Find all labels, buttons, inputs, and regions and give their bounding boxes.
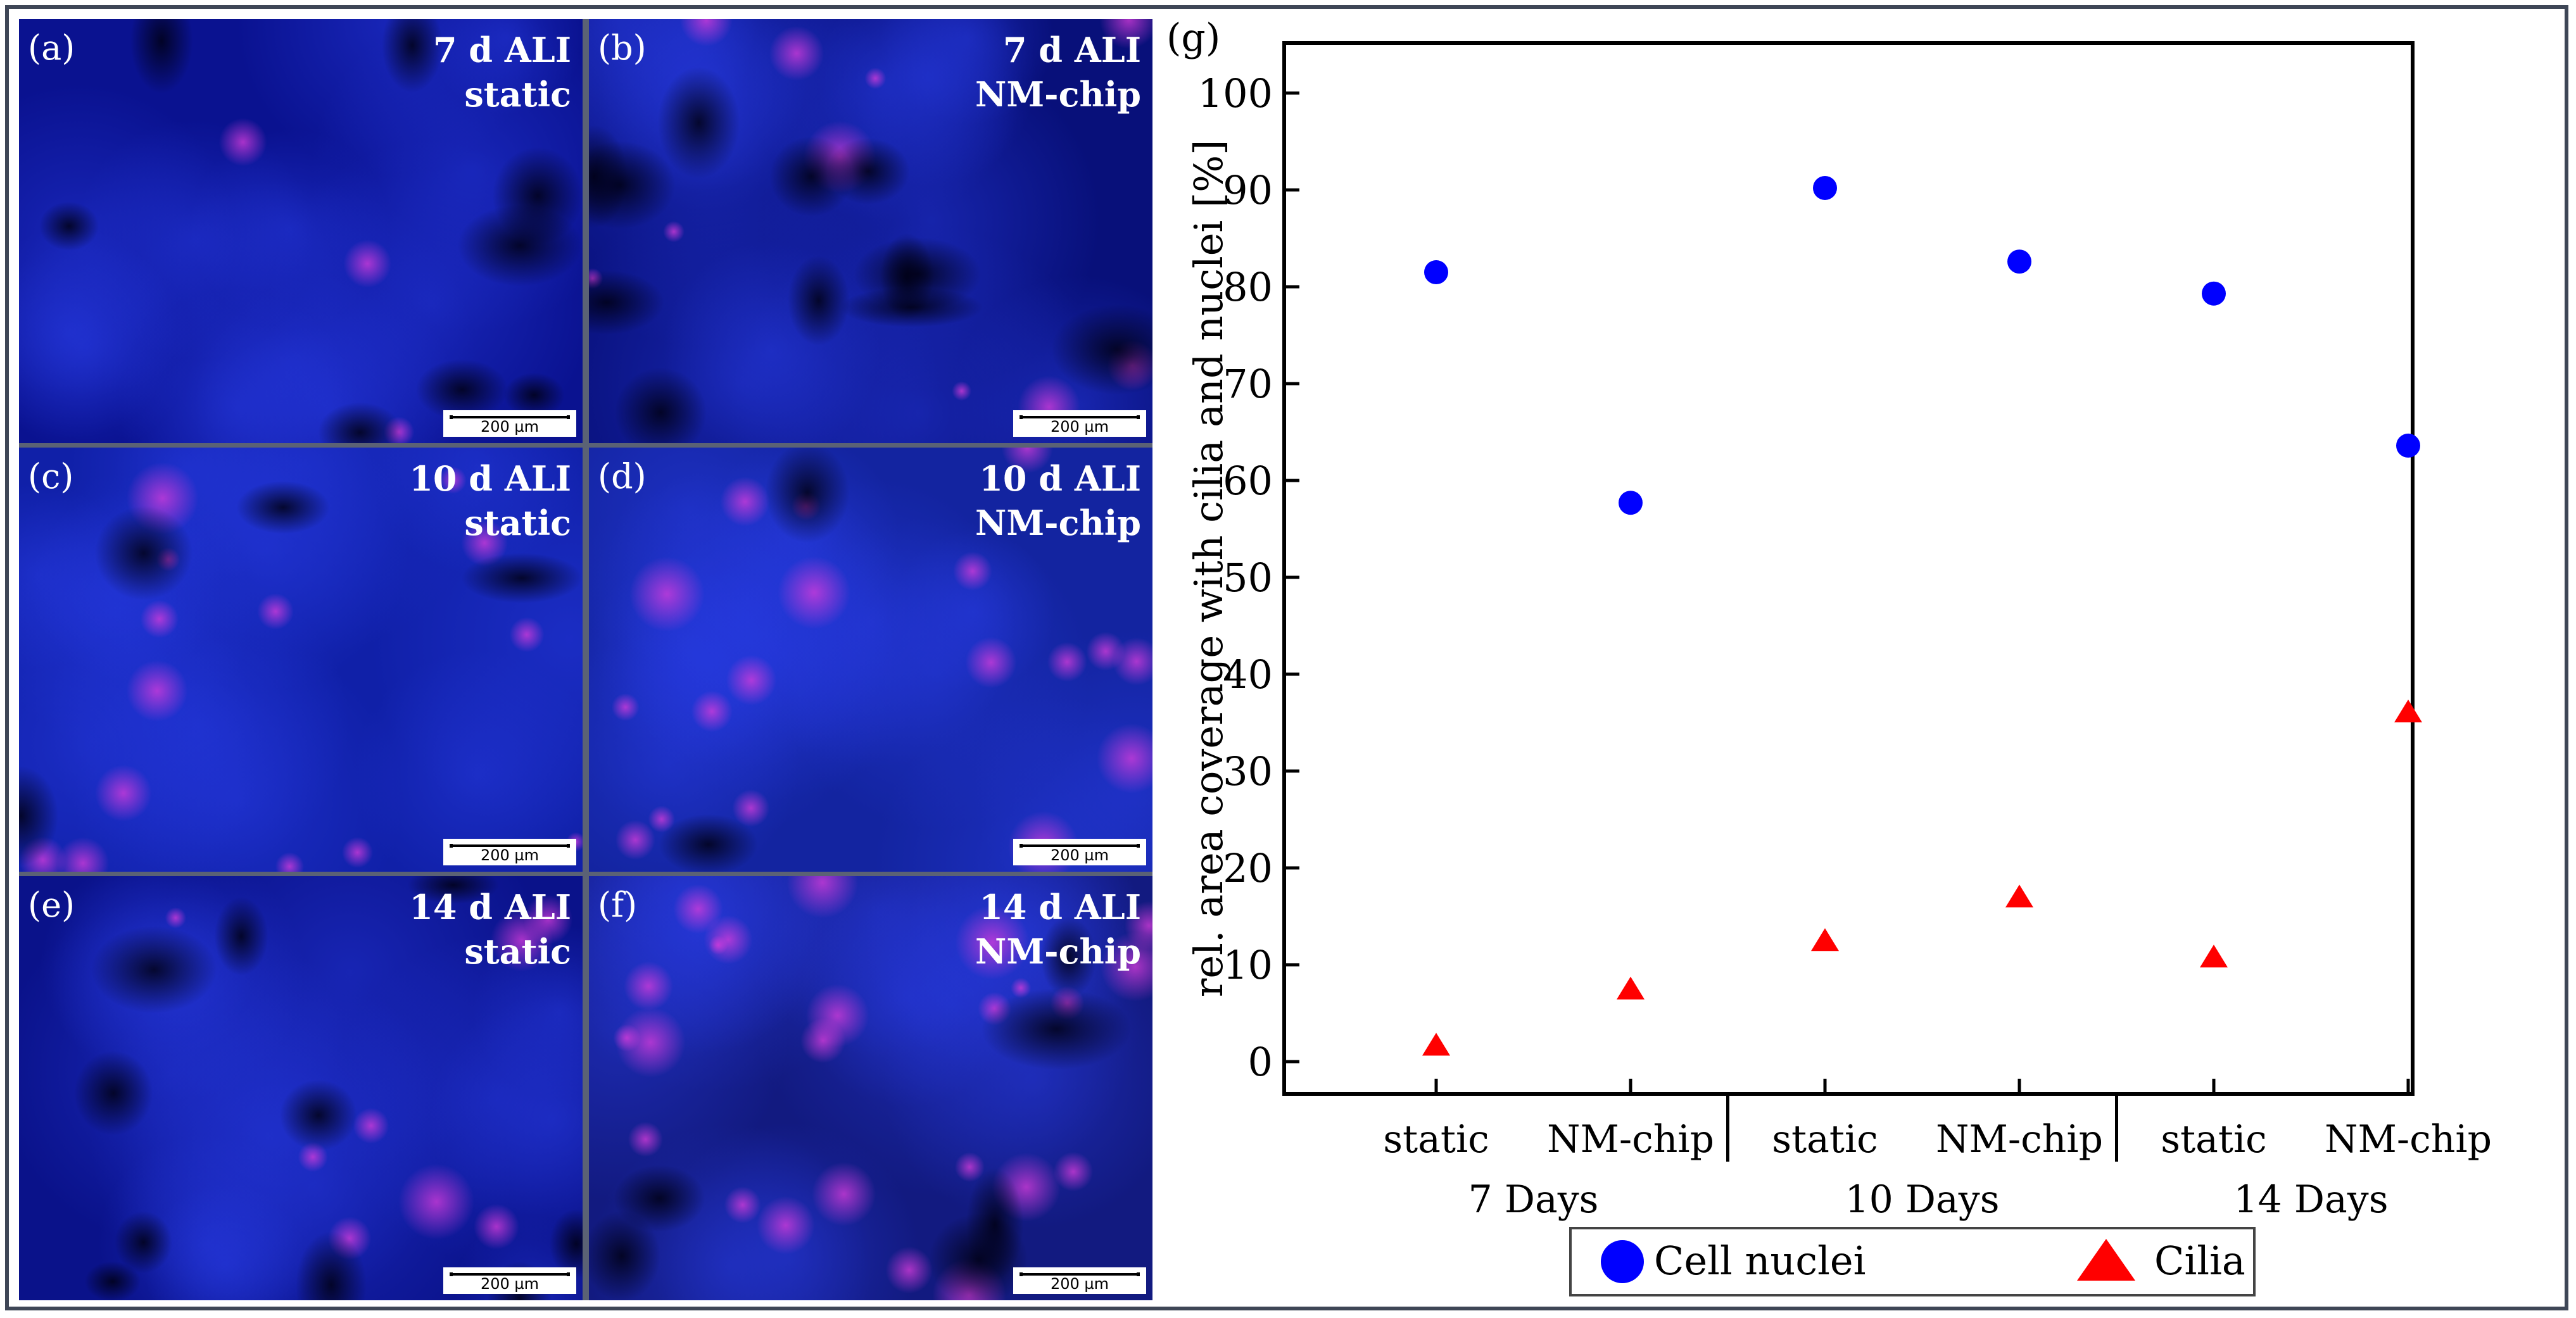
panel-condition: 14 d ALI NM-chip xyxy=(975,885,1141,974)
y-tick-label: 90 xyxy=(1223,167,1273,213)
panel-condition: 7 d ALI static xyxy=(433,28,571,116)
cilia-point xyxy=(1811,928,1839,951)
panel-letter: (f) xyxy=(598,885,638,925)
micrograph-d: (d) 10 d ALI NM-chip 200 µm xyxy=(589,448,1152,872)
panel-condition: 7 d ALI NM-chip xyxy=(975,28,1141,116)
y-tick-label: 80 xyxy=(1223,264,1273,310)
y-tick-label: 50 xyxy=(1223,555,1273,601)
y-tick-label: 30 xyxy=(1223,748,1273,794)
legend-label-nuclei: Cell nuclei xyxy=(1654,1238,1866,1284)
nuclei-point xyxy=(1813,175,1837,200)
y-tick-label: 70 xyxy=(1223,361,1273,407)
legend: Cell nuclei Cilia xyxy=(1569,1227,2256,1296)
plot-area xyxy=(1282,41,2415,1096)
nuclei-point xyxy=(2396,433,2420,458)
cilia-point xyxy=(1422,1032,1450,1056)
cilia-point xyxy=(2200,945,2228,968)
microscopy-grid: (a) 7 d ALI static 200 µm (b) 7 d ALI NM-c… xyxy=(19,19,1152,1300)
legend-box xyxy=(1569,1227,2256,1296)
panel-letter: (c) xyxy=(28,456,74,496)
legend-label-cilia: Cilia xyxy=(2154,1238,2245,1284)
panel-condition: 10 d ALI NM-chip xyxy=(975,456,1141,545)
scale-bar-label: 200 µm xyxy=(480,1275,540,1293)
group-label: 10 Days xyxy=(1845,1177,2000,1222)
micrograph-a: (a) 7 d ALI static 200 µm xyxy=(19,19,583,443)
scale-bar-label: 200 µm xyxy=(1050,418,1109,436)
scale-bar-label: 200 µm xyxy=(480,846,540,864)
x-tick-label: NM-chip xyxy=(2325,1117,2492,1162)
condition-day: 7 d ALI xyxy=(432,30,571,70)
y-tick-label: 10 xyxy=(1223,942,1273,988)
x-axis-ticks: static NM-chip static NM-chip static NM-chip 7… xyxy=(1383,1079,2492,1222)
condition-type: NM-chip xyxy=(975,503,1141,543)
y-tick-label: 20 xyxy=(1223,845,1273,891)
scale-bar: 200 µm xyxy=(1013,410,1146,437)
chart-panel-label: (g) xyxy=(1166,16,1220,60)
x-tick-label: NM-chip xyxy=(1936,1117,2103,1162)
scale-bar-label: 200 µm xyxy=(1050,846,1109,864)
panel-letter: (d) xyxy=(598,456,647,496)
y-tick-label: 0 xyxy=(1248,1039,1273,1085)
group-label: 14 Days xyxy=(2234,1177,2389,1222)
scale-bar: 200 µm xyxy=(443,1267,576,1294)
scale-bar: 200 µm xyxy=(443,410,576,437)
micrograph-e: (e) 14 d ALI static 200 µm xyxy=(19,876,583,1300)
panel-condition: 14 d ALI static xyxy=(409,885,571,974)
x-tick-label: NM-chip xyxy=(1547,1117,1714,1162)
y-tick-label: 40 xyxy=(1223,651,1273,698)
panel-letter: (b) xyxy=(598,28,647,68)
condition-type: static xyxy=(464,74,571,115)
y-tick-label: 100 xyxy=(1198,70,1273,116)
data-marks xyxy=(1422,175,2422,1056)
y-tick-label: 60 xyxy=(1223,458,1273,504)
x-tick-label: static xyxy=(2161,1117,2267,1162)
micrograph-f: (f) 14 d ALI NM-chip 200 µm xyxy=(589,876,1152,1300)
condition-type: static xyxy=(464,931,571,972)
scale-bar-label: 200 µm xyxy=(480,418,540,436)
cilia-point xyxy=(2005,884,2033,908)
micrograph-b: (b) 7 d ALI NM-chip 200 µm xyxy=(589,19,1152,443)
scale-bar-label: 200 µm xyxy=(1050,1275,1109,1293)
cilia-point xyxy=(2394,700,2422,723)
nuclei-point xyxy=(2007,249,2031,274)
x-tick-label: static xyxy=(1772,1117,1878,1162)
panel-letter: (e) xyxy=(28,885,75,925)
scale-bar: 200 µm xyxy=(443,839,576,865)
condition-type: NM-chip xyxy=(975,74,1141,115)
nuclei-point xyxy=(1619,491,1643,515)
scatter-chart: (g) rel. area coverage with cilia and nu… xyxy=(1166,16,2492,1296)
condition-day: 14 d ALI xyxy=(979,887,1141,927)
micrograph-c: (c) 10 d ALI static 200 µm xyxy=(19,448,583,872)
condition-type: static xyxy=(464,503,571,543)
scale-bar: 200 µm xyxy=(1013,839,1146,865)
condition-day: 14 d ALI xyxy=(409,887,571,927)
group-label: 7 Days xyxy=(1468,1177,1599,1222)
nuclei-point xyxy=(2202,281,2226,306)
condition-day: 10 d ALI xyxy=(409,458,571,499)
legend-circle-marker xyxy=(1601,1240,1644,1283)
condition-day: 7 d ALI xyxy=(1002,30,1141,70)
panel-condition: 10 d ALI static xyxy=(409,456,571,545)
scale-bar: 200 µm xyxy=(1013,1267,1146,1294)
y-axis-ticks: 0 10 20 30 40 50 60 70 80 90 100 xyxy=(1198,70,1299,1085)
condition-day: 10 d ALI xyxy=(979,458,1141,499)
panel-letter: (a) xyxy=(28,28,75,68)
x-tick-label: static xyxy=(1383,1117,1489,1162)
condition-type: NM-chip xyxy=(975,931,1141,972)
legend-triangle-marker xyxy=(2077,1239,2135,1281)
nuclei-point xyxy=(1424,260,1448,285)
y-axis-label: rel. area coverage with cilia and nuclei… xyxy=(1185,140,1232,998)
cilia-point xyxy=(1617,976,1645,1000)
